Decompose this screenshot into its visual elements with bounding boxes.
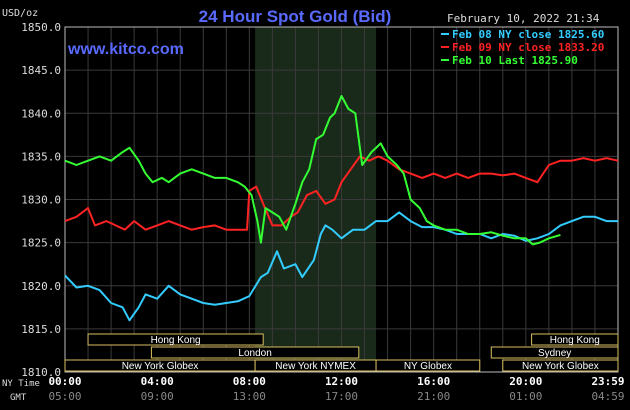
price-series: [64, 95, 619, 322]
ny-time-tick: 04:00: [141, 375, 174, 388]
ny-time-tick: 12:00: [325, 375, 358, 388]
gmt-time-tick: 17:00: [325, 390, 358, 403]
gmt-time-tick: 09:00: [141, 390, 174, 403]
ny-time-tick: 20:00: [509, 375, 542, 388]
ny-time-tick: 23:59: [591, 375, 624, 388]
gmt-time-tick: 04:59: [591, 390, 624, 403]
ny-time-tick: 00:00: [48, 375, 81, 388]
session-label: New York NYMEX: [275, 361, 356, 372]
y-tick-label: 1850.0: [21, 21, 61, 34]
y-axis-ticks: 1810.0 1815.0 1820.0 1825.0 1830.0 1835.0 1840…: [21, 21, 61, 379]
gmt-time-tick: 01:00: [509, 390, 542, 403]
session-label: New York Globex: [122, 361, 199, 372]
session-label: Sydney: [538, 348, 571, 359]
y-tick-label: 1810.0: [21, 366, 61, 379]
y-tick-label: 1815.0: [21, 323, 61, 336]
plot-border: [64, 26, 619, 373]
unit-label: USD/oz: [2, 8, 38, 19]
session-bar: [375, 359, 481, 372]
ny-time-tick: 16:00: [417, 375, 450, 388]
y-tick-label: 1825.0: [21, 237, 61, 250]
time-axis: NY Time GMT 00:00 05:00 04:00 09:00 08:00 13:00…: [2, 375, 625, 403]
session-label: New York Globex: [522, 361, 599, 372]
y-tick-label: 1830.0: [21, 194, 61, 207]
session-bar: [87, 333, 264, 346]
session-label: NY Globex: [404, 361, 452, 372]
session-label: London: [238, 348, 271, 359]
gmt-row-label: GMT: [10, 393, 27, 403]
session-label: Hong Kong: [151, 335, 201, 346]
y-tick-label: 1845.0: [21, 64, 61, 77]
ny-time-tick: 08:00: [233, 375, 266, 388]
gmt-time-tick: 05:00: [48, 390, 81, 403]
y-tick-label: 1835.0: [21, 150, 61, 163]
legend-entry: Feb 10 Last 1825.90: [452, 54, 578, 67]
legend-entry: Feb 08 NY close 1825.60: [452, 28, 604, 41]
ny-time-row-label: NY Time: [2, 379, 40, 389]
chart-title: 24 Hour Spot Gold (Bid): [199, 7, 392, 26]
legend-entry: Feb 09 NY close 1833.20: [452, 41, 604, 54]
grid-lines: [64, 26, 619, 373]
gmt-time-tick: 21:00: [417, 390, 450, 403]
session-bar: [502, 359, 619, 372]
session-bar: [490, 346, 619, 359]
datetime-label: February 10, 2022 21:34: [447, 12, 600, 25]
series-line: [64, 155, 619, 231]
y-tick-label: 1820.0: [21, 280, 61, 293]
session-bar: [150, 346, 360, 359]
website-label: www.kitco.com: [67, 41, 184, 58]
gmt-time-tick: 13:00: [233, 390, 266, 403]
series-line: [64, 95, 561, 246]
session-bar: [531, 333, 619, 346]
y-tick-label: 1840.0: [21, 107, 61, 120]
market-sessions: Hong Kong Hong Kong London Sydney New York G…: [64, 333, 619, 372]
session-label: Hong Kong: [550, 335, 600, 346]
